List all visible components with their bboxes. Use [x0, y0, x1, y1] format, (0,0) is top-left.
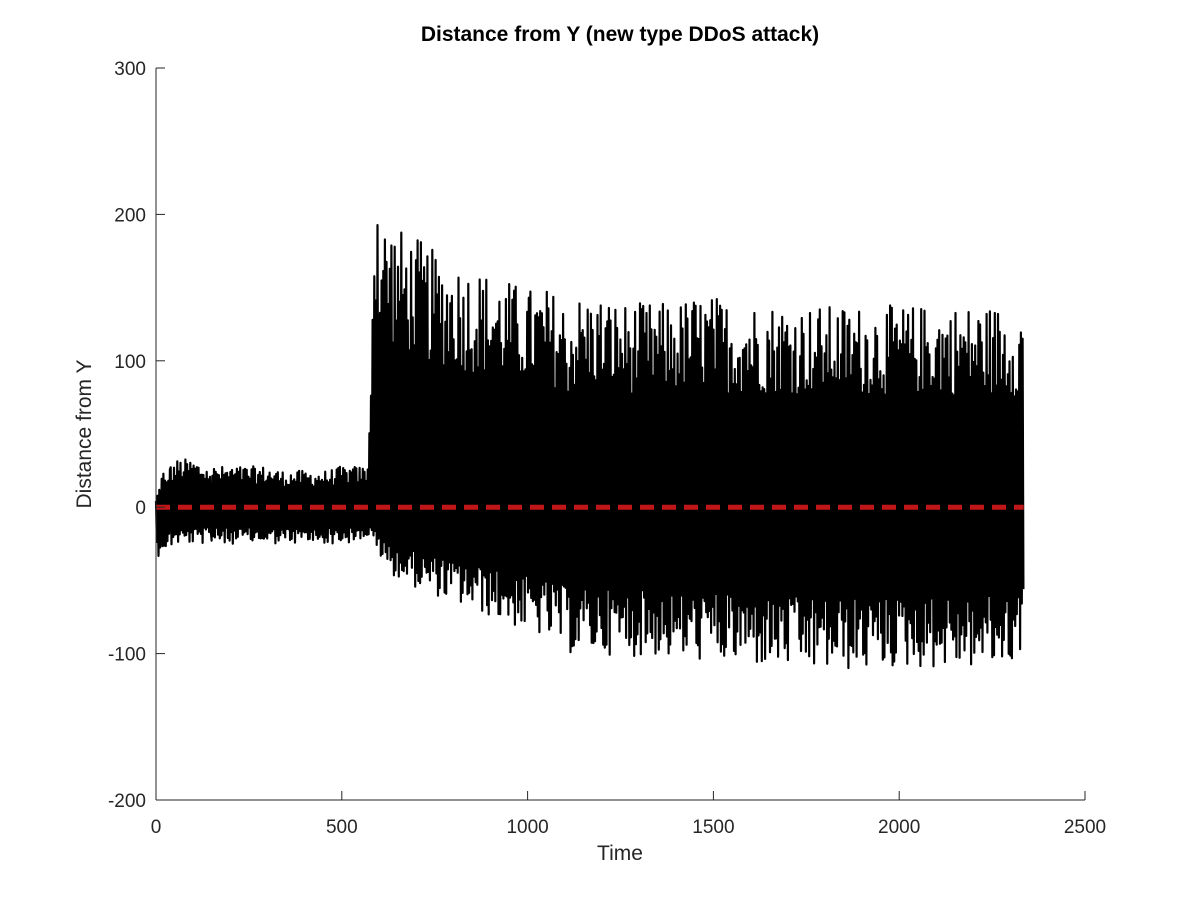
x-axis-label: Time: [597, 842, 643, 865]
y-tick-label: -100: [108, 645, 146, 666]
plot-area: 0 500 1000 1500 2000 2500 -200 -100 0 100 200 300: [108, 59, 1106, 838]
series-layer: [154, 224, 1025, 670]
ticks-layer: 0 500 1000 1500 2000 2500 -200 -100 0 100 200 300: [108, 59, 1106, 838]
y-tick-label: -200: [108, 791, 146, 812]
y-tick-label: 200: [114, 205, 146, 226]
y-tick-label: 300: [114, 59, 146, 80]
series-line-0: [154, 224, 1025, 670]
y-tick-label: 100: [114, 352, 146, 373]
x-tick-label: 500: [326, 817, 358, 838]
x-tick-label: 1500: [692, 817, 734, 838]
x-tick-label: 0: [151, 817, 162, 838]
y-tick-label: 0: [135, 498, 146, 519]
chart-title: Distance from Y (new type DDoS attack): [421, 23, 819, 46]
x-tick-label: 2000: [878, 817, 920, 838]
x-tick-label: 2500: [1064, 817, 1106, 838]
x-tick-label: 1000: [506, 817, 548, 838]
axes-layer: [155, 68, 1085, 801]
y-axis-label: Distance from Y: [73, 360, 96, 509]
